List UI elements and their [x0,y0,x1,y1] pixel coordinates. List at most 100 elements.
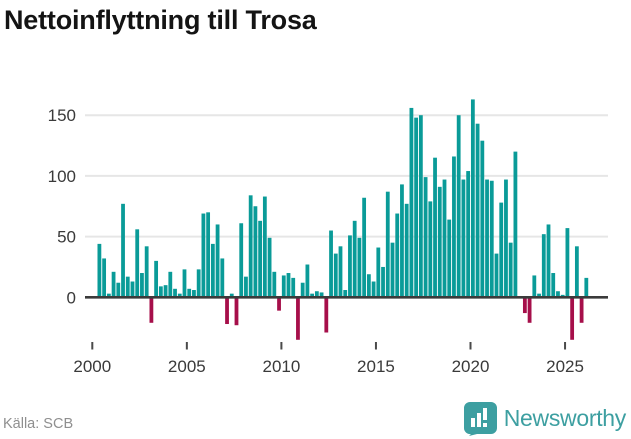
bar [121,203,125,298]
bar [513,151,518,298]
y-axis-labels: 0 50 100 150 [48,106,76,307]
bar [182,269,187,298]
bar [452,156,456,298]
bar [220,258,225,298]
bar [177,293,182,298]
bar [140,273,144,298]
brand-lockup: Newsworthy [463,400,626,436]
bar [390,242,395,298]
bar [277,297,281,311]
bar [371,281,376,298]
bar [404,203,409,298]
bar [537,293,541,298]
bar [225,297,229,325]
bar [272,271,277,298]
x-axis-ticks: 2000 2005 2010 2015 2020 2025 [73,342,584,376]
bar [461,179,466,298]
bar [409,107,414,298]
bar [357,237,362,298]
bar [135,229,140,298]
bar [395,213,400,298]
x-tick-label: 2005 [168,357,206,376]
y-tick-label: 50 [57,228,76,247]
gridlines [85,114,608,238]
bar [229,293,234,298]
bar [428,201,433,298]
x-tick-label: 2010 [262,357,300,376]
bar [215,224,220,298]
bar [281,275,286,298]
bar [470,99,475,298]
bar [376,247,381,298]
bar [253,206,258,298]
bar [324,297,329,333]
bar [551,273,556,298]
source-label: Källa: SCB [3,416,74,432]
bar [584,277,589,298]
bar [565,228,570,298]
bar [437,186,442,298]
bar [125,276,130,298]
x-tick-label: 2025 [546,357,584,376]
bar [433,157,437,298]
bar [400,184,404,298]
bar [192,290,196,298]
bar [168,271,173,298]
migration-bar-chart: 2000 2005 2010 2015 2020 2025 0 50 100 150 [48,99,608,376]
bar [196,269,201,298]
bar [163,285,168,298]
bar [574,246,579,298]
bar [234,297,239,326]
bar [286,273,291,298]
bar [248,195,253,298]
footer: Källa: SCB Newsworthy [0,397,631,439]
bar [173,288,177,298]
bar [314,291,319,298]
bar [423,177,428,298]
bar [522,297,527,314]
y-tick-label: 150 [48,106,76,125]
page-title: Nettoinflyttning till Trosa [4,5,317,35]
bar [102,258,107,298]
bar [333,253,338,298]
bar [130,281,135,298]
bar [97,243,102,298]
bar [267,237,272,298]
bar [352,220,357,298]
bar [499,202,504,298]
newsworthy-logo-icon [463,401,497,436]
bar [418,115,423,298]
bar [489,180,494,298]
bar [447,219,452,298]
bar [466,171,471,298]
bar [111,271,116,298]
bar [362,197,367,298]
bar [385,191,390,298]
y-tick-label: 0 [67,288,76,307]
x-tick-label: 2000 [73,357,111,376]
bar [116,282,121,298]
bar [106,293,111,298]
bar [570,297,575,340]
bar [210,243,215,298]
bar [305,264,310,298]
bar [485,179,489,298]
bar [300,282,305,298]
bar [158,286,163,298]
bar [262,196,267,298]
bar [338,246,343,298]
bar [329,230,333,298]
bar [414,117,419,298]
bar [480,140,485,298]
bar [244,276,248,298]
bar [508,242,513,298]
bar [206,212,211,298]
bar [319,292,324,298]
bar [456,115,461,298]
bar [504,179,508,298]
bar [310,293,315,298]
bar [556,291,560,298]
bar [239,223,244,298]
bar [187,288,192,298]
